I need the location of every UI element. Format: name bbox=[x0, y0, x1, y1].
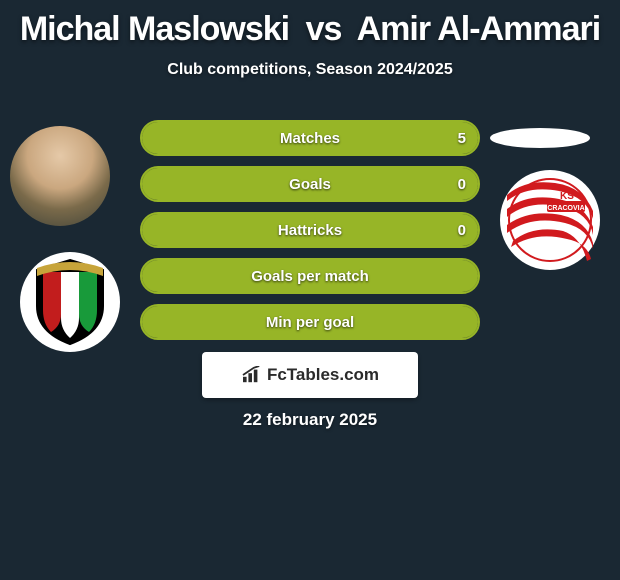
comparison-card: Michal Maslowski vs Amir Al-Ammari Club … bbox=[0, 0, 620, 580]
bar-matches: Matches 5 bbox=[140, 120, 480, 156]
bar-goals: Goals 0 bbox=[140, 166, 480, 202]
infographic-date: 22 february 2025 bbox=[0, 410, 620, 430]
page-title: Michal Maslowski vs Amir Al-Ammari bbox=[0, 0, 620, 49]
brand-badge: FcTables.com bbox=[202, 352, 418, 398]
bar-value-right: 0 bbox=[458, 168, 466, 200]
bar-min-per-goal: Min per goal bbox=[140, 304, 480, 340]
player2-club-badge: KS CRACOVIA bbox=[500, 170, 600, 270]
bar-label: Hattricks bbox=[142, 214, 478, 246]
player1-avatar bbox=[10, 126, 110, 226]
bar-label: Goals per match bbox=[142, 260, 478, 292]
subtitle: Club competitions, Season 2024/2025 bbox=[0, 61, 620, 79]
player2-avatar-placeholder bbox=[490, 128, 590, 148]
cracovia-badge-icon: KS CRACOVIA bbox=[507, 177, 593, 263]
bar-label: Min per goal bbox=[142, 306, 478, 338]
vs-separator: vs bbox=[306, 10, 342, 48]
bar-goals-per-match: Goals per match bbox=[140, 258, 480, 294]
svg-text:KS: KS bbox=[560, 191, 574, 202]
bar-value-right: 5 bbox=[458, 122, 466, 154]
stat-bars: Matches 5 Goals 0 Hattricks 0 Goals per … bbox=[140, 120, 480, 350]
bar-label: Matches bbox=[142, 122, 478, 154]
player1-club-badge bbox=[20, 252, 120, 352]
player1-name: Michal Maslowski bbox=[20, 10, 289, 48]
bar-label: Goals bbox=[142, 168, 478, 200]
zaglebie-shield-icon bbox=[31, 258, 109, 346]
brand-text: FcTables.com bbox=[267, 365, 379, 385]
bar-value-right: 0 bbox=[458, 214, 466, 246]
bar-hattricks: Hattricks 0 bbox=[140, 212, 480, 248]
brand-chart-icon bbox=[241, 366, 263, 384]
player2-name: Amir Al-Ammari bbox=[357, 10, 601, 48]
svg-text:CRACOVIA: CRACOVIA bbox=[547, 205, 584, 212]
